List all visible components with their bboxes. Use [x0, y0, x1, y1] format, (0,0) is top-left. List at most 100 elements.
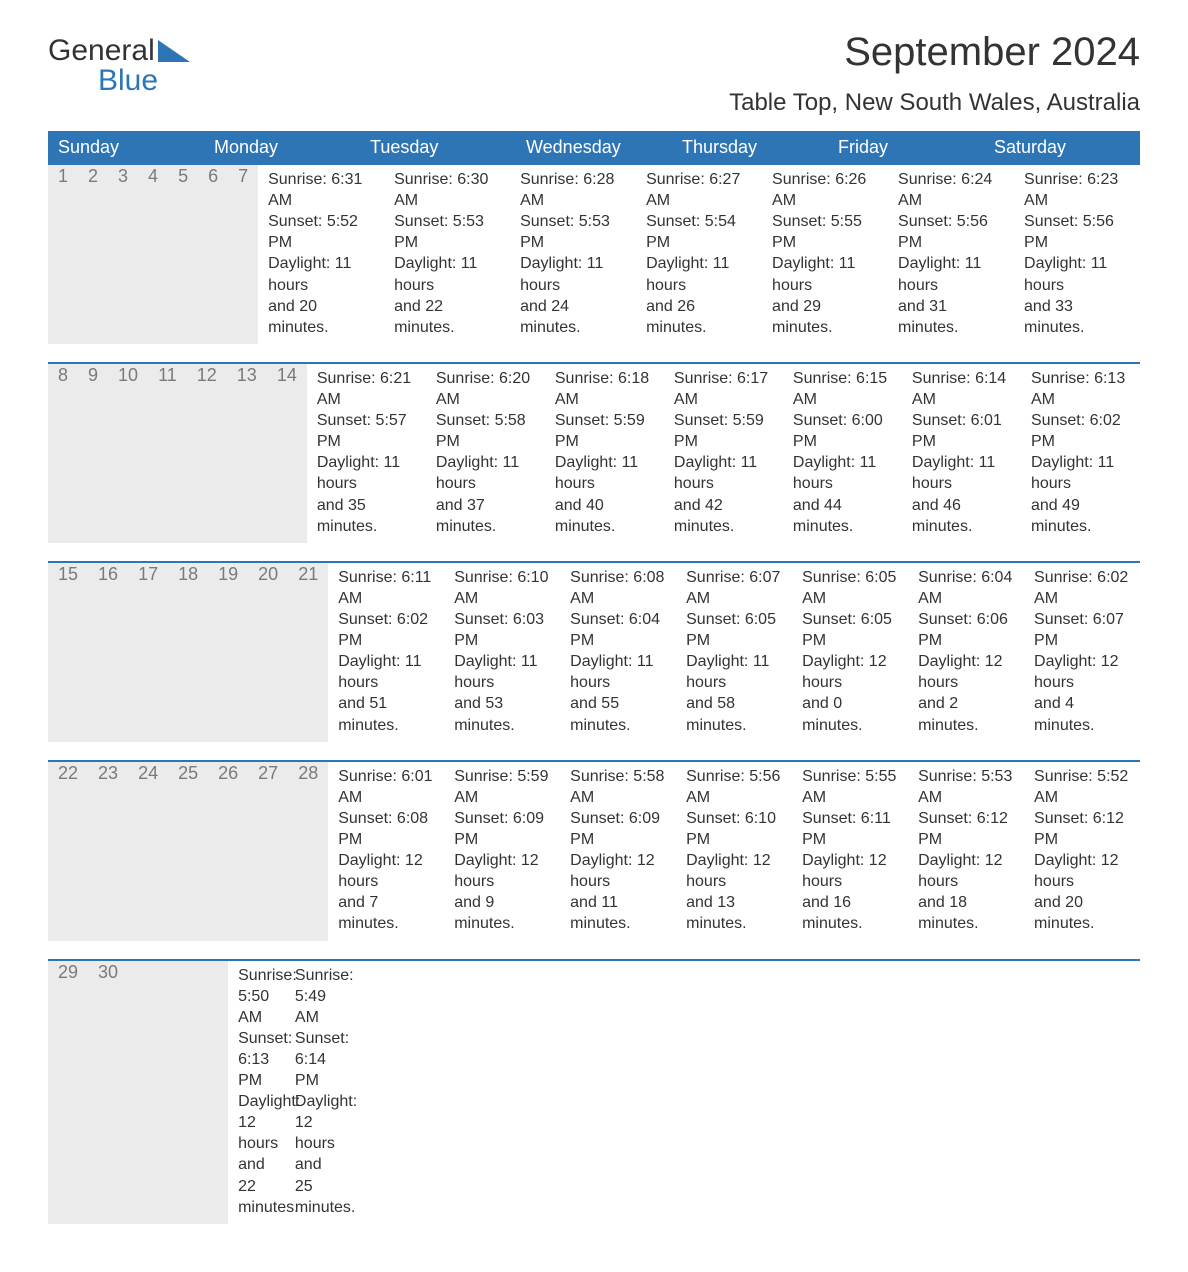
day-body-row: Sunrise: 5:50 AMSunset: 6:13 PMDaylight:…: [228, 961, 626, 1224]
calendar: Sunday Monday Tuesday Wednesday Thursday…: [48, 131, 1140, 1224]
day-number-row: 15161718192021: [48, 563, 328, 742]
day-number: 4: [138, 165, 168, 344]
daylight-text-2: and 16 minutes.: [802, 892, 898, 934]
sunrise-text: Sunrise: 6:08 AM: [570, 567, 666, 609]
weekday-header: Saturday: [984, 131, 1140, 165]
day-cell: Sunrise: 6:31 AMSunset: 5:52 PMDaylight:…: [258, 165, 384, 344]
sunrise-text: Sunrise: 6:23 AM: [1024, 169, 1130, 211]
day-cell: [399, 961, 456, 1224]
sunset-text: Sunset: 6:11 PM: [802, 808, 898, 850]
sunrise-text: Sunrise: 6:17 AM: [674, 368, 773, 410]
day-cell: Sunrise: 6:30 AMSunset: 5:53 PMDaylight:…: [384, 165, 510, 344]
daylight-text-2: and 4 minutes.: [1034, 693, 1130, 735]
sunset-text: Sunset: 6:03 PM: [454, 609, 550, 651]
daylight-text-1: Daylight: 11 hours: [898, 253, 1004, 295]
day-cell: Sunrise: 5:55 AMSunset: 6:11 PMDaylight:…: [792, 762, 908, 941]
daylight-text-1: Daylight: 11 hours: [1024, 253, 1130, 295]
day-cell: Sunrise: 6:20 AMSunset: 5:58 PMDaylight:…: [426, 364, 545, 543]
sunrise-text: Sunrise: 6:31 AM: [268, 169, 374, 211]
weekday-header-row: Sunday Monday Tuesday Wednesday Thursday…: [48, 131, 1140, 165]
day-body-row: Sunrise: 6:01 AMSunset: 6:08 PMDaylight:…: [328, 762, 1140, 941]
daylight-text-2: and 40 minutes.: [555, 495, 654, 537]
day-cell: Sunrise: 5:53 AMSunset: 6:12 PMDaylight:…: [908, 762, 1024, 941]
daylight-text-2: and 33 minutes.: [1024, 296, 1130, 338]
brand-logo-top: General: [48, 36, 190, 66]
daylight-text-1: Daylight: 12 hours: [295, 1091, 332, 1154]
daylight-text-2: and 31 minutes.: [898, 296, 1004, 338]
sunrise-text: Sunrise: 6:02 AM: [1034, 567, 1130, 609]
sunrise-text: Sunrise: 6:26 AM: [772, 169, 878, 211]
sunset-text: Sunset: 5:59 PM: [674, 410, 773, 452]
day-number: 30: [88, 961, 128, 1224]
daylight-text-2: and 24 minutes.: [520, 296, 626, 338]
daylight-text-2: and 22 minutes.: [394, 296, 500, 338]
sunset-text: Sunset: 6:13 PM: [238, 1028, 275, 1091]
day-number: 19: [208, 563, 248, 742]
day-number: 18: [168, 563, 208, 742]
day-cell: Sunrise: 5:52 AMSunset: 6:12 PMDaylight:…: [1024, 762, 1140, 941]
title-block: September 2024 Table Top, New South Wale…: [729, 30, 1140, 127]
daylight-text-1: Daylight: 11 hours: [317, 452, 416, 494]
sunset-text: Sunset: 6:09 PM: [570, 808, 666, 850]
brand-text-2: Blue: [48, 66, 190, 96]
weekday-header: Tuesday: [360, 131, 516, 165]
day-number: 23: [88, 762, 128, 941]
daylight-text-2: and 20 minutes.: [268, 296, 374, 338]
weekday-header: Monday: [204, 131, 360, 165]
day-number: 7: [228, 165, 258, 344]
day-cell: Sunrise: 5:58 AMSunset: 6:09 PMDaylight:…: [560, 762, 676, 941]
sunset-text: Sunset: 5:55 PM: [772, 211, 878, 253]
daylight-text-2: and 25 minutes.: [295, 1154, 332, 1217]
day-number: 28: [288, 762, 328, 941]
daylight-text-1: Daylight: 11 hours: [394, 253, 500, 295]
daylight-text-2: and 9 minutes.: [454, 892, 550, 934]
daylight-text-1: Daylight: 12 hours: [338, 850, 434, 892]
daylight-text-1: Daylight: 11 hours: [772, 253, 878, 295]
weekday-header: Wednesday: [516, 131, 672, 165]
day-number-row: 1234567: [48, 165, 258, 344]
daylight-text-1: Daylight: 12 hours: [918, 850, 1014, 892]
day-cell: Sunrise: 6:11 AMSunset: 6:02 PMDaylight:…: [328, 563, 444, 742]
sunset-text: Sunset: 5:59 PM: [555, 410, 654, 452]
day-cell: Sunrise: 6:26 AMSunset: 5:55 PMDaylight:…: [762, 165, 888, 344]
week-row: 22232425262728Sunrise: 6:01 AMSunset: 6:…: [48, 760, 1140, 941]
daylight-text-2: and 29 minutes.: [772, 296, 878, 338]
daylight-text-2: and 42 minutes.: [674, 495, 773, 537]
day-number: 5: [168, 165, 198, 344]
day-number: 17: [128, 563, 168, 742]
page-header: General Blue September 2024 Table Top, N…: [48, 30, 1140, 127]
daylight-text-2: and 20 minutes.: [1034, 892, 1130, 934]
day-cell: Sunrise: 6:04 AMSunset: 6:06 PMDaylight:…: [908, 563, 1024, 742]
brand-logo: General Blue: [48, 30, 190, 96]
sunrise-text: Sunrise: 5:50 AM: [238, 965, 275, 1028]
sunset-text: Sunset: 6:12 PM: [1034, 808, 1130, 850]
daylight-text-2: and 2 minutes.: [918, 693, 1014, 735]
daylight-text-1: Daylight: 11 hours: [686, 651, 782, 693]
daylight-text-1: Daylight: 12 hours: [686, 850, 782, 892]
day-cell: Sunrise: 6:10 AMSunset: 6:03 PMDaylight:…: [444, 563, 560, 742]
sunrise-text: Sunrise: 5:55 AM: [802, 766, 898, 808]
sunset-text: Sunset: 5:58 PM: [436, 410, 535, 452]
day-number: 29: [48, 961, 88, 1224]
day-number: [208, 961, 228, 1224]
day-number: 21: [288, 563, 328, 742]
daylight-text-1: Daylight: 11 hours: [436, 452, 535, 494]
daylight-text-1: Daylight: 11 hours: [268, 253, 374, 295]
day-number: 8: [48, 364, 78, 543]
day-cell: [342, 961, 399, 1224]
day-number: 6: [198, 165, 228, 344]
daylight-text-2: and 44 minutes.: [793, 495, 892, 537]
daylight-text-1: Daylight: 11 hours: [646, 253, 752, 295]
location-subtitle: Table Top, New South Wales, Australia: [729, 89, 1140, 117]
sunset-text: Sunset: 6:05 PM: [686, 609, 782, 651]
daylight-text-2: and 35 minutes.: [317, 495, 416, 537]
sunset-text: Sunset: 6:06 PM: [918, 609, 1014, 651]
day-cell: Sunrise: 6:08 AMSunset: 6:04 PMDaylight:…: [560, 563, 676, 742]
daylight-text-1: Daylight: 11 hours: [338, 651, 434, 693]
daylight-text-1: Daylight: 12 hours: [1034, 651, 1130, 693]
day-number: 2: [78, 165, 108, 344]
day-number: 10: [108, 364, 148, 543]
day-cell: [455, 961, 512, 1224]
daylight-text-1: Daylight: 12 hours: [238, 1091, 275, 1154]
daylight-text-2: and 53 minutes.: [454, 693, 550, 735]
